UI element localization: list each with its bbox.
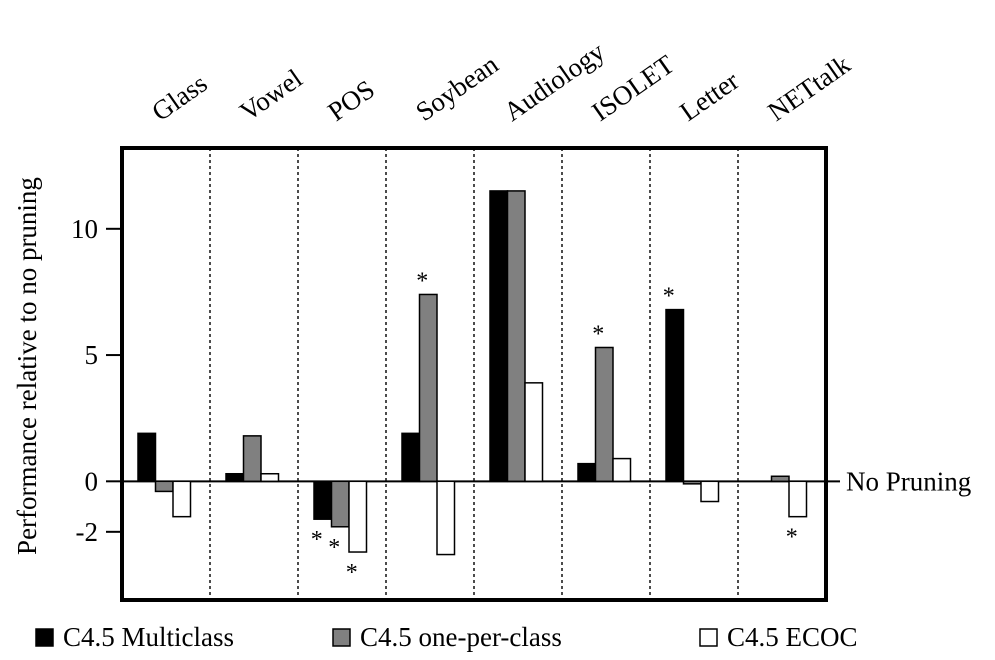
legend-swatch-c4-5-multiclass [35,628,54,647]
significance-star: * [311,527,323,553]
category-separators [209,148,739,600]
bar-pos-c4-5-multiclass [313,480,333,520]
bar-letter-c4-5-one-per-class [682,480,702,485]
bar-audiology-c4-5-ecoc [524,382,544,483]
category-label-glass: Glass [146,68,212,127]
legend: C4.5 Multiclass C4.5 one-per-class C4.5 EC… [35,622,858,652]
significance-star: * [328,535,340,561]
bar-pos-c4-5-ecoc [348,480,368,553]
legend-swatch-c4-5-ecoc [699,628,718,647]
y-tick-label: 0 [85,466,99,496]
y-axis: 10 5 0 -2 [71,214,122,547]
bar-letter-c4-5-ecoc [700,480,720,503]
bars [137,190,808,556]
legend-label-c4-5-one-per-class: C4.5 one-per-class [360,622,562,652]
category-label-pos: POS [322,74,380,127]
plot-frame [120,146,828,602]
legend-label-c4-5-ecoc: C4.5 ECOC [727,622,858,652]
bar-soybean-c4-5-one-per-class [418,293,438,483]
bar-audiology-c4-5-multiclass [489,190,509,483]
bar-nettalk-c4-5-one-per-class [770,475,790,483]
bar-glass-c4-5-multiclass [137,432,157,483]
bar-soybean-c4-5-ecoc [436,480,456,556]
significance-star: * [663,284,675,310]
significance-star: * [592,321,604,347]
category-label-nettalk: NETtalk [762,49,856,127]
bar-vowel-c4-5-one-per-class [242,435,262,483]
legend-swatch-c4-5-one-per-class [332,628,351,647]
bar-vowel-c4-5-ecoc [260,472,280,483]
significance-star: * [786,525,798,551]
y-axis-label: Performance relative to no pruning [12,177,42,555]
category-label-soybean: Soybean [410,49,504,127]
bar-nettalk-c4-5-ecoc [788,480,808,518]
significance-star: * [346,560,358,586]
bar-isolet-c4-5-multiclass [577,462,597,483]
bar-pos-c4-5-one-per-class [330,480,350,528]
category-label-letter: Letter [674,65,744,127]
category-labels: Glass Vowel POS SoybeanAudiologyISOLETLette… [146,36,856,127]
significance-star: * [416,268,428,294]
bar-isolet-c4-5-one-per-class [594,346,614,483]
y-tick-label: -2 [76,517,99,547]
no-pruning-label: No Pruning [846,466,971,496]
bar-isolet-c4-5-ecoc [612,457,632,483]
bar-vowel-c4-5-multiclass [225,472,245,483]
significance-markers: * ****** [311,268,798,586]
bar-soybean-c4-5-multiclass [401,432,421,483]
legend-label-c4-5-multiclass: C4.5 Multiclass [63,622,234,652]
bar-audiology-c4-5-one-per-class [506,190,526,483]
bar-glass-c4-5-ecoc [172,480,192,518]
y-tick-label: 10 [71,214,98,244]
y-tick-label: 5 [85,340,99,370]
bar-letter-c4-5-multiclass [665,308,685,483]
bar-glass-c4-5-one-per-class [154,480,174,493]
category-label-vowel: Vowel [234,63,307,127]
